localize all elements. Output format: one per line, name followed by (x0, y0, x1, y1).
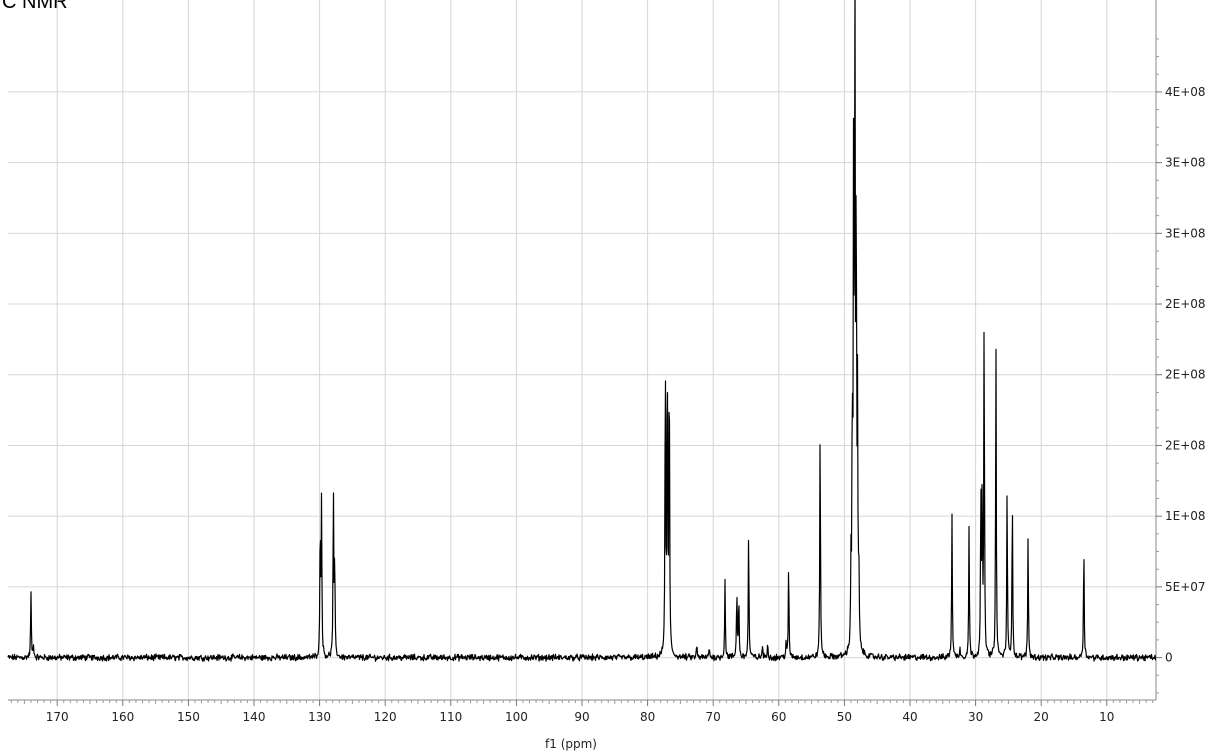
x-axis-title: f1 (ppm) (545, 737, 597, 751)
y-tick-label: 3E+08 (1165, 156, 1206, 170)
x-tick-label: 120 (374, 710, 397, 724)
x-tick-label: 50 (837, 710, 852, 724)
x-tick-label: 40 (902, 710, 917, 724)
chart-title: C NMR (2, 0, 68, 13)
y-axis: 0 5E+07 1E+08 2E+08 2E+08 2E+08 3E+08 3E+08 4E+0… (1156, 38, 1206, 694)
x-tick-label: 20 (1034, 710, 1049, 724)
x-axis: 170 160 150 140 130 120 110 100 90 80 70 60 50 40 30 20… (10, 700, 1154, 724)
x-tick-label: 30 (968, 710, 983, 724)
x-tick-label: 60 (771, 710, 786, 724)
y-tick-label: 0 (1165, 651, 1173, 665)
x-tick-label: 150 (177, 710, 200, 724)
y-tick-label: 1E+08 (1165, 509, 1206, 523)
x-tick-label: 80 (640, 710, 655, 724)
x-tick-label: 140 (243, 710, 266, 724)
x-tick-label: 90 (574, 710, 589, 724)
x-tick-label: 100 (505, 710, 528, 724)
y-tick-label: 4E+08 (1165, 85, 1206, 99)
x-tick-label: 160 (111, 710, 134, 724)
x-tick-label: 70 (706, 710, 721, 724)
y-tick-label: 2E+08 (1165, 368, 1206, 382)
x-tick-label: 130 (308, 710, 331, 724)
y-tick-label: 2E+08 (1165, 297, 1206, 311)
y-tick-label: 2E+08 (1165, 438, 1206, 452)
grid (8, 0, 1156, 700)
x-tick-label: 110 (439, 710, 462, 724)
spectrum-line (7, 0, 1157, 662)
x-tick-label: 10 (1099, 710, 1114, 724)
y-tick-label: 3E+08 (1165, 226, 1206, 240)
x-tick-label: 170 (46, 710, 69, 724)
y-tick-label: 5E+07 (1165, 580, 1206, 594)
